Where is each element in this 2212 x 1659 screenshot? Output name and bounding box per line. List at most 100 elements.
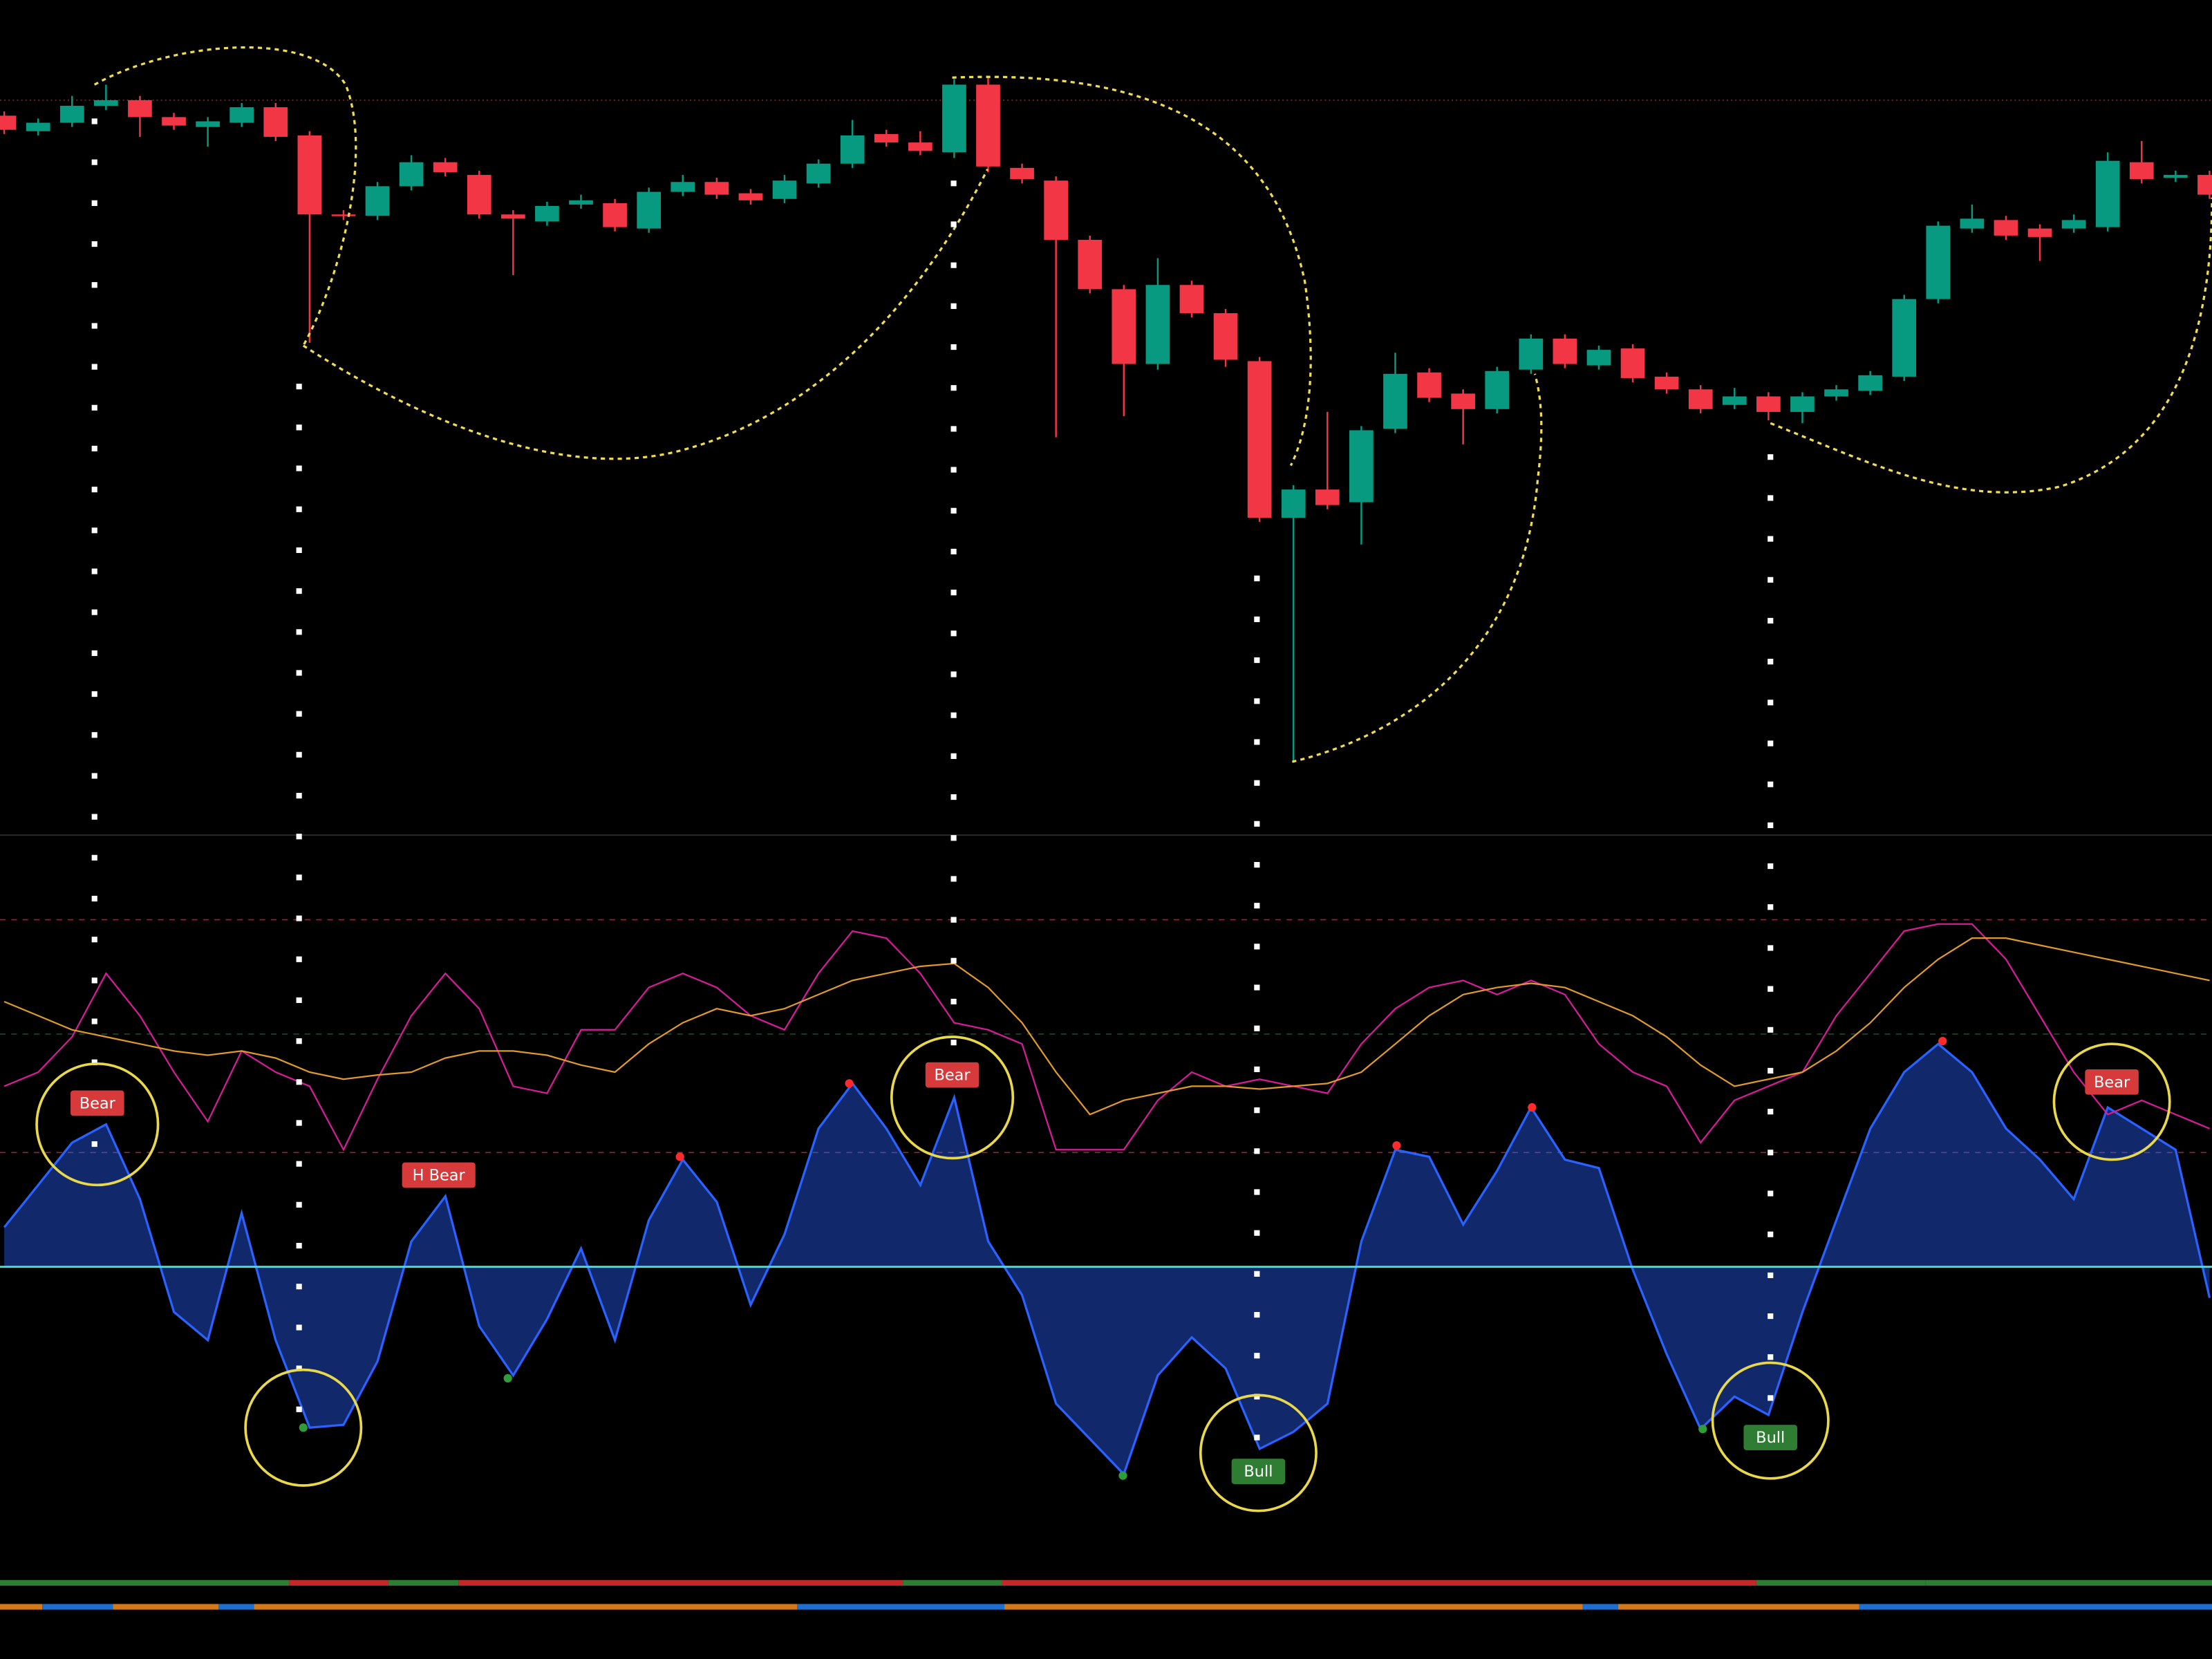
candle-body — [26, 122, 50, 131]
candle-body — [976, 84, 1000, 167]
candle-body — [1926, 225, 1951, 299]
candle-body — [806, 163, 831, 184]
divergence-arrows — [93, 46, 2212, 763]
candle-body — [874, 133, 899, 143]
candle-body — [738, 193, 763, 200]
signal-label: Bull — [1244, 1463, 1273, 1481]
state — [1756, 1580, 1926, 1586]
state — [1925, 1580, 2212, 1586]
state — [1004, 1604, 1583, 1610]
highlight-circles — [35, 1035, 2171, 1512]
candle-body — [1179, 285, 1204, 314]
signal-badge — [2085, 1069, 2139, 1095]
candle-body — [535, 205, 559, 222]
candle-body — [2129, 162, 2154, 180]
candle-body — [2061, 220, 2086, 229]
candle-body — [467, 175, 491, 215]
signal-label: H Bear — [413, 1167, 466, 1185]
candle-body — [908, 142, 932, 151]
state — [1001, 1580, 1756, 1586]
candle-body — [1145, 285, 1170, 364]
state-bars — [0, 1580, 2212, 1610]
candle-body — [1213, 313, 1238, 360]
signal-label: Bear — [2094, 1074, 2130, 1091]
dot — [675, 1152, 684, 1161]
signal-line — [3, 937, 2210, 1116]
candle-body — [1553, 338, 1577, 364]
candle-body — [501, 214, 525, 219]
state — [903, 1580, 1002, 1586]
arrow — [952, 75, 1312, 467]
candle-body — [1417, 372, 1441, 398]
candle-body — [1247, 361, 1272, 518]
signal-badge — [1743, 1425, 1797, 1450]
candle-body — [2164, 175, 2188, 178]
oscillator-area — [4, 1044, 2210, 1474]
candle-body — [1892, 299, 1917, 377]
state — [254, 1604, 798, 1610]
candle-body — [162, 117, 186, 126]
candle-body — [1960, 218, 1985, 229]
candle-body — [704, 182, 729, 195]
candle-body — [1451, 393, 1475, 409]
state — [1618, 1604, 1859, 1610]
candle-body — [637, 191, 662, 229]
state — [0, 1580, 290, 1586]
circle — [244, 1368, 363, 1487]
dot — [1118, 1471, 1127, 1480]
candle-body — [1722, 396, 1747, 405]
candle-body — [1078, 239, 1103, 290]
marks — [0, 76, 2212, 1477]
candle-body — [263, 107, 288, 137]
state — [1859, 1604, 2212, 1610]
arrow — [1292, 373, 1543, 763]
oscillator-line — [3, 1042, 2211, 1477]
dot — [503, 1374, 512, 1382]
candle-body — [365, 186, 390, 216]
arrow — [302, 169, 989, 460]
candle-body — [772, 180, 797, 199]
candle-body — [1112, 289, 1136, 364]
candle-body — [840, 135, 865, 164]
candle-body — [196, 121, 220, 127]
circle — [1711, 1361, 1830, 1480]
state — [797, 1604, 1005, 1610]
signal-badge — [1231, 1459, 1286, 1484]
circle — [1199, 1394, 1318, 1512]
candle-body — [671, 182, 695, 192]
dot — [1938, 1037, 1947, 1046]
candle-body — [1824, 389, 1848, 397]
pivot-dots — [299, 1037, 1947, 1480]
candle-body — [1688, 389, 1713, 409]
candle-body — [229, 107, 254, 123]
state — [289, 1580, 388, 1586]
candle-body — [399, 162, 424, 187]
dot — [1392, 1141, 1401, 1150]
candle-body — [128, 100, 152, 118]
candle-body — [1620, 348, 1645, 378]
candle-body — [1654, 376, 1679, 390]
candle-body — [59, 106, 84, 123]
candle-body — [2095, 160, 2120, 227]
candle-body — [331, 214, 356, 216]
candle-body — [1383, 373, 1407, 429]
circle — [890, 1035, 1015, 1160]
state — [388, 1580, 459, 1586]
signal-badge — [71, 1090, 124, 1116]
candle-body — [1010, 167, 1034, 180]
candle-body — [1519, 338, 1544, 370]
state — [218, 1604, 254, 1610]
candle-body — [1315, 489, 1340, 505]
labels: Bear H Bear Bear Bear Bull Bull — [71, 1062, 2139, 1484]
candle-body — [2197, 175, 2212, 195]
state — [113, 1604, 219, 1610]
candle-body — [0, 115, 17, 130]
dot — [1528, 1103, 1537, 1112]
candle-body — [2027, 228, 2052, 237]
candle-body — [1994, 220, 2018, 236]
candle-body — [603, 203, 627, 227]
state — [458, 1580, 903, 1586]
signal-label: Bull — [1756, 1429, 1785, 1447]
